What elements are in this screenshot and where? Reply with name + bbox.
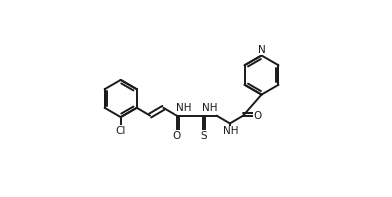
Text: NH: NH xyxy=(223,126,239,136)
Text: S: S xyxy=(200,131,207,141)
Text: NH: NH xyxy=(176,103,191,113)
Text: NH: NH xyxy=(202,103,218,113)
Text: O: O xyxy=(172,131,181,141)
Text: N: N xyxy=(258,45,265,55)
Text: O: O xyxy=(254,111,262,121)
Text: Cl: Cl xyxy=(116,126,126,136)
